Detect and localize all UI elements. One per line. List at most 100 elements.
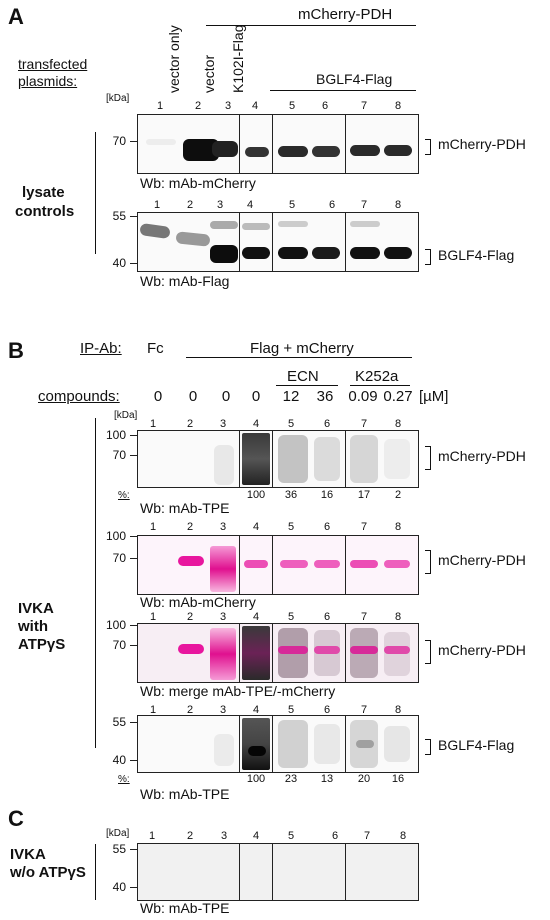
mw-tick bbox=[130, 435, 137, 436]
concentration-value: 0.09 bbox=[348, 388, 378, 405]
bracket bbox=[425, 249, 431, 265]
compounds-label: compounds: bbox=[38, 388, 120, 405]
flag-mcherry-group-line bbox=[186, 357, 412, 358]
concentration-value: 0 bbox=[188, 388, 198, 405]
lane-number: 3 bbox=[219, 704, 227, 716]
wb-label-a2: Wb: mAb-Flag bbox=[140, 273, 230, 289]
lane-number: 1 bbox=[156, 100, 164, 112]
lane-number: 3 bbox=[224, 100, 232, 112]
mw-label: 100 bbox=[105, 618, 126, 632]
ip-ab-label: IP-Ab: bbox=[80, 340, 122, 357]
percent-value: 16 bbox=[391, 773, 405, 785]
lane-number: 6 bbox=[323, 611, 331, 623]
mw-label: 70 bbox=[112, 551, 126, 565]
mw-tick bbox=[130, 141, 137, 142]
ecn-line bbox=[276, 385, 338, 386]
lane-number: 4 bbox=[252, 830, 260, 842]
lane-number: 8 bbox=[394, 704, 402, 716]
mw-label: 40 bbox=[112, 753, 126, 767]
side-label-controls: controls bbox=[15, 203, 75, 220]
mw-tick bbox=[130, 887, 137, 888]
lane-number: 7 bbox=[360, 199, 368, 211]
lane-number: 7 bbox=[360, 611, 368, 623]
lane-number: 7 bbox=[360, 100, 368, 112]
blot-b2-mcherry bbox=[137, 535, 419, 595]
mw-tick bbox=[130, 216, 137, 217]
side-label-atpgs: ATPγS bbox=[18, 636, 66, 653]
mw-label: 100 bbox=[105, 529, 126, 543]
lysate-bracket-line bbox=[95, 132, 96, 254]
lane-number: 1 bbox=[149, 704, 157, 716]
percent-value: 2 bbox=[394, 489, 402, 501]
blot-b3-merge bbox=[137, 623, 419, 683]
bracket bbox=[425, 139, 431, 155]
wb-label-a1: Wb: mAb-mCherry bbox=[140, 175, 256, 191]
mw-tick bbox=[130, 625, 137, 626]
flag-mcherry-group-label: Flag + mCherry bbox=[250, 340, 354, 357]
bracket bbox=[425, 550, 431, 574]
target-mcherry-pdh-b2: mCherry-PDH bbox=[438, 552, 526, 568]
lane-number: 3 bbox=[219, 611, 227, 623]
bglf4-flag-group-label: BGLF4-Flag bbox=[316, 71, 393, 87]
mw-label: 70 bbox=[112, 134, 126, 148]
panel-a-letter: A bbox=[8, 4, 24, 29]
mw-tick bbox=[130, 722, 137, 723]
k252a-line bbox=[350, 385, 410, 386]
mw-label: 55 bbox=[112, 209, 126, 223]
concentration-value: 0 bbox=[153, 388, 163, 405]
lane-number: 7 bbox=[360, 418, 368, 430]
lane-number: 6 bbox=[323, 521, 331, 533]
percent-label: %: bbox=[118, 774, 130, 785]
lane-number: 1 bbox=[153, 199, 161, 211]
blot-a2-flag bbox=[137, 212, 419, 272]
target-bglf4-flag-a: BGLF4-Flag bbox=[438, 247, 515, 263]
lane-number: 3 bbox=[219, 521, 227, 533]
side-label-ivka: IVKA bbox=[18, 600, 54, 617]
lane-number: 3 bbox=[216, 199, 224, 211]
mw-label: 70 bbox=[112, 448, 126, 462]
k252a-label: K252a bbox=[355, 368, 399, 385]
bracket bbox=[425, 446, 431, 470]
mw-label: 55 bbox=[112, 842, 126, 856]
ecn-label: ECN bbox=[287, 368, 319, 385]
lane-number: 8 bbox=[394, 611, 402, 623]
lane-number: 1 bbox=[149, 611, 157, 623]
lane-number: 1 bbox=[149, 418, 157, 430]
lane-number: 8 bbox=[394, 100, 402, 112]
lane-number: 5 bbox=[288, 199, 296, 211]
lane-number: 5 bbox=[287, 830, 295, 842]
lane-number: 8 bbox=[394, 199, 402, 211]
lane-number: 5 bbox=[287, 521, 295, 533]
mw-tick bbox=[130, 263, 137, 264]
target-mcherry-pdh-a: mCherry-PDH bbox=[438, 136, 526, 152]
col-label-vector: vector bbox=[201, 54, 217, 93]
target-mcherry-pdh-b3: mCherry-PDH bbox=[438, 642, 526, 658]
panel-b-letter: B bbox=[8, 338, 24, 363]
percent-value: 100 bbox=[246, 773, 266, 785]
fc-label: Fc bbox=[147, 340, 164, 357]
percent-value: 16 bbox=[320, 489, 334, 501]
mcherry-group-line bbox=[206, 25, 416, 26]
blot-c-tpe bbox=[137, 843, 419, 901]
percent-value: 17 bbox=[357, 489, 371, 501]
lane-number: 1 bbox=[149, 521, 157, 533]
lane-number: 8 bbox=[394, 521, 402, 533]
kda-label-c: [kDa] bbox=[106, 828, 130, 839]
lane-number: 2 bbox=[186, 830, 194, 842]
transfected-plasmids-label: transfected plasmids: bbox=[18, 56, 88, 89]
mw-tick bbox=[130, 760, 137, 761]
concentration-value: 0 bbox=[251, 388, 261, 405]
blot-a1-mcherry bbox=[137, 114, 419, 174]
lane-number: 4 bbox=[252, 704, 260, 716]
kda-label-a: [kDa] bbox=[106, 93, 130, 104]
lane-number: 7 bbox=[360, 521, 368, 533]
lane-number: 4 bbox=[246, 199, 254, 211]
kda-label-b: [kDa] bbox=[114, 410, 138, 421]
percent-value: 23 bbox=[284, 773, 298, 785]
lane-number: 1 bbox=[148, 830, 156, 842]
wb-label-b4: Wb: mAb-TPE bbox=[140, 786, 230, 802]
lane-number: 5 bbox=[287, 418, 295, 430]
panel-c-letter: C bbox=[8, 806, 24, 831]
concentration-value: 0.27 bbox=[383, 388, 413, 405]
wb-label-c: Wb: mAb-TPE bbox=[140, 900, 230, 916]
